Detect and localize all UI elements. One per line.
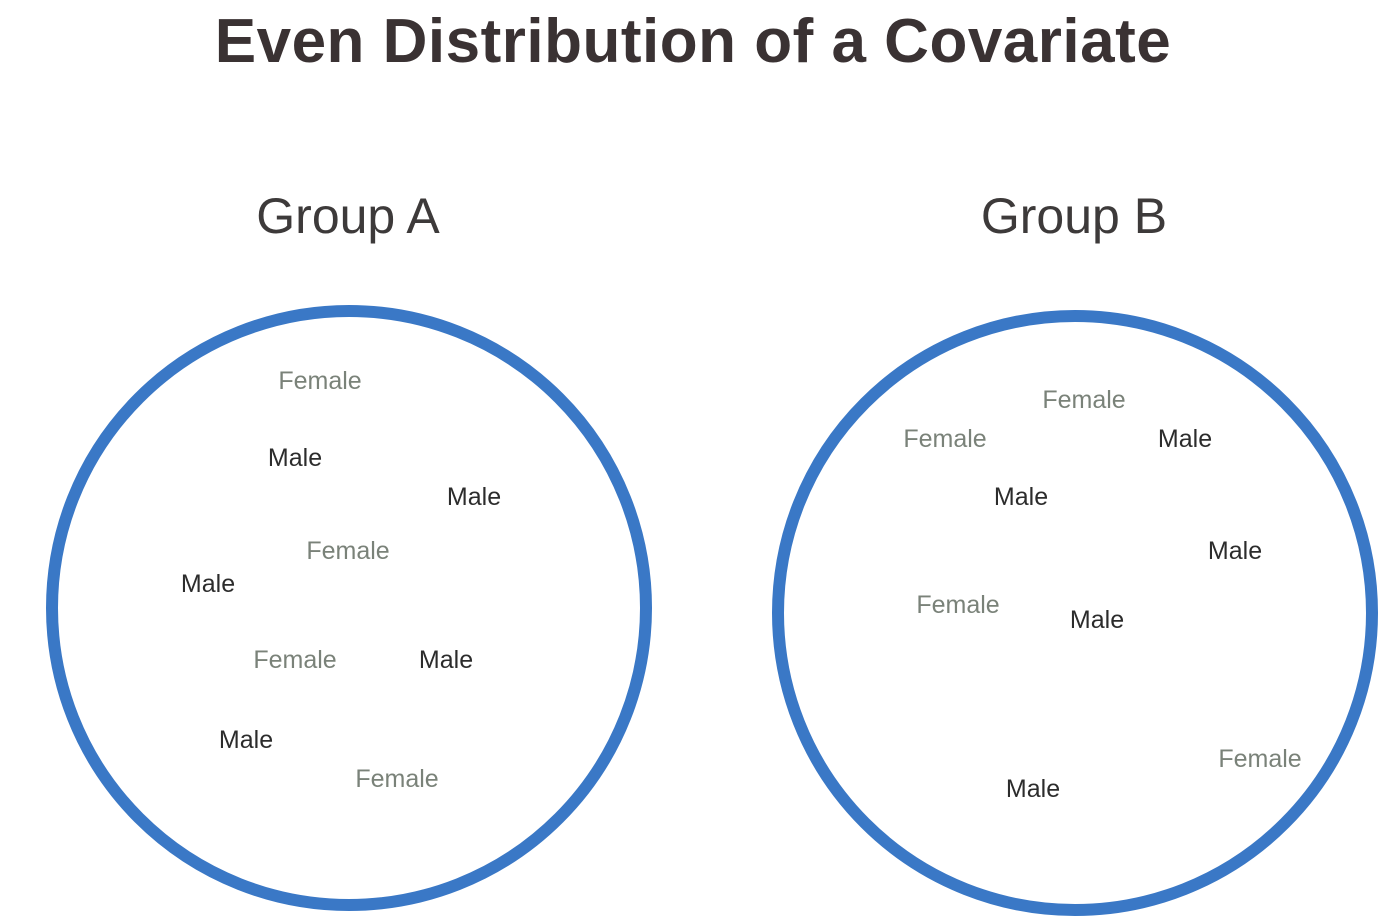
group-b-item: Male (1157, 425, 1213, 453)
group-a-item: Female (278, 367, 362, 395)
group-a-label: Group A (256, 188, 440, 244)
group-a-item: Male (267, 444, 323, 472)
group-a-item: Male (418, 646, 474, 674)
group-b-item: Male (993, 483, 1049, 511)
group-b-item: Male (1207, 537, 1263, 565)
group-b-item: Female (916, 591, 1000, 619)
group-b-item: Female (1042, 386, 1126, 414)
group-b-item: Male (1069, 606, 1125, 634)
group-b-item: Female (1218, 745, 1302, 773)
group-a-item: Female (306, 537, 390, 565)
group-a-item: Female (355, 765, 439, 793)
group-b-item: Male (1005, 775, 1061, 803)
group-a-item: Male (218, 726, 274, 754)
group-a-item: Male (446, 483, 502, 511)
group-b-item: Female (903, 425, 987, 453)
group-a-item: Male (180, 570, 236, 598)
group-b-label: Group B (980, 188, 1168, 244)
group-a-item: Female (253, 646, 337, 674)
diagram-title: Even Distribution of a Covariate (214, 7, 1172, 76)
